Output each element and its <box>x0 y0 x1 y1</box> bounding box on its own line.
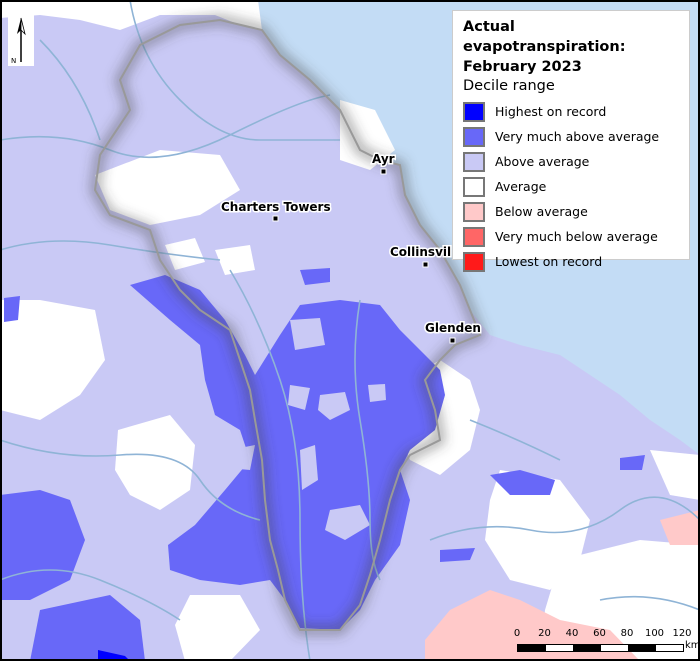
town-ayr: Ayr <box>371 151 396 175</box>
legend-item: Below average <box>463 199 679 224</box>
below-average-areas <box>425 510 700 661</box>
legend-rows: Highest on record Very much above average… <box>463 99 679 274</box>
town-ayr-label: Ayr <box>372 152 395 166</box>
scale-segments <box>517 644 684 652</box>
legend-swatch <box>463 251 485 272</box>
legend-swatch <box>463 101 485 122</box>
scale-tick-label: 100 <box>644 628 665 639</box>
very-much-above-average-areas <box>0 268 645 661</box>
legend-swatch <box>463 126 485 147</box>
legend-item: Average <box>463 174 679 199</box>
legend-label: Above average <box>495 154 590 169</box>
scale-tick-label: 0 <box>513 628 521 639</box>
legend-label: Very much below average <box>495 229 658 244</box>
legend-swatch <box>463 176 485 197</box>
legend-label: Lowest on record <box>495 254 603 269</box>
scale-tick-label: 40 <box>565 628 579 639</box>
north-arrow: N <box>8 14 34 66</box>
legend-swatch <box>463 151 485 172</box>
legend-swatch <box>463 201 485 222</box>
map-legend: Actual evapotranspiration: February 2023… <box>452 10 690 272</box>
legend-subtitle: Decile range <box>463 78 555 94</box>
scale-unit: km <box>685 640 700 651</box>
scale-segment <box>628 645 656 651</box>
legend-item: Lowest on record <box>463 249 679 274</box>
legend-label: Below average <box>495 204 588 219</box>
town-charters-towers: Charters Towers <box>220 199 332 222</box>
region-boundary <box>93 18 482 631</box>
scale-tick-label: 80 <box>620 628 634 639</box>
legend-label: Very much above average <box>495 129 660 144</box>
town-collinsvil-label: Collinsvil <box>390 245 451 259</box>
scale-tick-label: 120 <box>672 628 692 639</box>
town-collinsvil: Collinsvil <box>389 244 453 268</box>
scale-segment <box>545 645 573 651</box>
legend-item: Highest on record <box>463 99 679 124</box>
scale-tick-label: 20 <box>538 628 551 639</box>
scale-labels: 0 20 40 60 80 100 120 <box>512 628 698 642</box>
scale-segment <box>600 645 628 651</box>
legend-label: Average <box>495 179 547 194</box>
legend-item: Above average <box>463 149 679 174</box>
town-glenden-label: Glenden <box>425 321 481 335</box>
highest-on-record-area <box>98 650 130 661</box>
above-average-patches <box>228 318 386 540</box>
legend-item: Very much below average <box>463 224 679 249</box>
scale-segment <box>518 645 546 651</box>
town-charters-towers-label: Charters Towers <box>221 200 331 214</box>
legend-swatch <box>463 226 485 247</box>
scale-bar: 0 20 40 60 80 100 120 km <box>512 628 700 658</box>
legend-label: Highest on record <box>495 104 607 119</box>
legend-item: Very much above average <box>463 124 679 149</box>
town-glenden: Glenden <box>424 320 482 344</box>
north-label: N <box>11 57 16 65</box>
map-title-date: February 2023 <box>463 59 582 75</box>
scale-segment <box>655 645 683 651</box>
scale-tick-label: 60 <box>593 628 606 639</box>
scale-segment <box>573 645 601 651</box>
map-title: Actual evapotranspiration: <box>463 19 626 55</box>
